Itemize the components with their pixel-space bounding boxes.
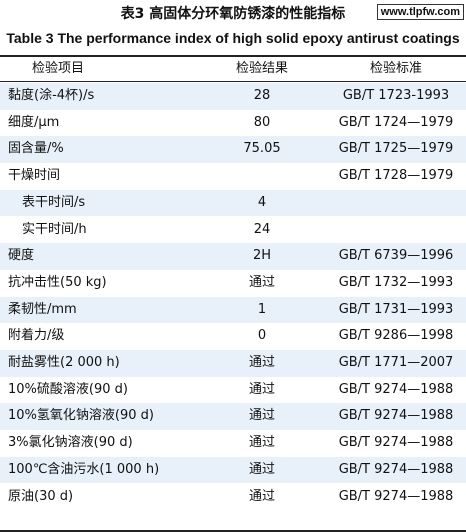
table-cell: 80 <box>253 114 271 130</box>
row-shade <box>0 243 466 270</box>
bottom-rule <box>0 530 466 532</box>
table-cell: GB/T 1724—1979 <box>338 114 454 130</box>
table-cell: GB/T 9274—1988 <box>338 408 454 424</box>
row-shade <box>0 456 466 484</box>
table-cell: 黏度(涂-4杯)/s <box>8 88 95 103</box>
table-cell: GB/T 9274—1988 <box>338 488 454 504</box>
table-cell: GB/T 9286—1998 <box>338 328 454 344</box>
row-shade <box>0 83 466 110</box>
top-rule <box>0 55 466 57</box>
table-cell: GB/T 1728—1979 <box>338 168 454 184</box>
column-header: 检验结果 <box>235 61 288 76</box>
table-cell: 通过 <box>248 435 275 451</box>
table-cell: 3%氯化钠溶液(90 d) <box>8 435 133 451</box>
table-cell: GB/T 9274—1988 <box>338 381 454 397</box>
table-cell: GB/T 1723-1993 <box>342 88 450 103</box>
table-cell: 2H <box>252 248 272 264</box>
table-cell: 固含量/% <box>8 141 64 157</box>
table-cell: 24 <box>253 221 271 237</box>
column-header: 检验标准 <box>369 61 422 76</box>
table-cell: 硬度 <box>8 248 35 264</box>
table-cell: 4 <box>257 194 267 210</box>
table-cell: 实干时间/h <box>22 221 87 237</box>
table-cell: 耐盐雾性(2 000 h) <box>8 355 120 370</box>
table-cell: 附着力/级 <box>8 328 65 344</box>
table-cell: 表干时间/s <box>22 194 86 210</box>
row-shade <box>0 403 466 431</box>
table-cell: 通过 <box>248 355 275 370</box>
column-header: 检验项目 <box>32 61 85 76</box>
table-cell: 1 <box>257 301 267 317</box>
table-cell: GB/T 1725—1979 <box>338 141 454 157</box>
table-title: 表3 高固体分环氧防锈漆的性能指标 <box>120 6 346 22</box>
row-shade <box>0 189 466 217</box>
table-cell: 28 <box>253 88 271 103</box>
table-cell: 通过 <box>248 381 275 397</box>
table-cell: GB/T 1731—1993 <box>338 301 454 317</box>
table-cell: 细度/μm <box>8 114 60 130</box>
table-cell: 75.05 <box>243 141 281 157</box>
table-subtitle: Table 3 The performance index of high so… <box>6 30 460 46</box>
table-cell: GB/T 1732—1993 <box>338 274 454 290</box>
table-cell: 10%硫酸溶液(90 d) <box>8 381 128 397</box>
row-shade <box>0 136 466 164</box>
table-cell: 柔韧性/mm <box>8 301 77 317</box>
table-cell: 100℃含油污水(1 000 h) <box>8 461 160 477</box>
table-cell: GB/T 9274—1988 <box>338 435 454 451</box>
table-cell: 10%氢氧化钠溶液(90 d) <box>8 408 154 424</box>
table-cell: 通过 <box>248 274 275 290</box>
table-cell: GB/T 9274—1988 <box>338 461 454 477</box>
table-cell: GB/T 1771—2007 <box>338 355 454 370</box>
table-cell: 0 <box>257 328 267 344</box>
table-cell: 通过 <box>248 461 275 477</box>
table-cell: 干燥时间 <box>8 168 61 184</box>
row-shade <box>0 350 466 377</box>
watermark: www.tlpfw.com <box>376 4 464 20</box>
table-cell: 通过 <box>248 408 275 424</box>
header-rule <box>0 81 466 82</box>
table-cell: GB/T 6739—1996 <box>338 248 454 264</box>
row-shade <box>0 296 466 324</box>
table-cell: 抗冲击性(50 kg) <box>8 274 107 290</box>
table-cell: 原油(30 d) <box>8 488 74 504</box>
table-cell: 通过 <box>248 488 275 504</box>
